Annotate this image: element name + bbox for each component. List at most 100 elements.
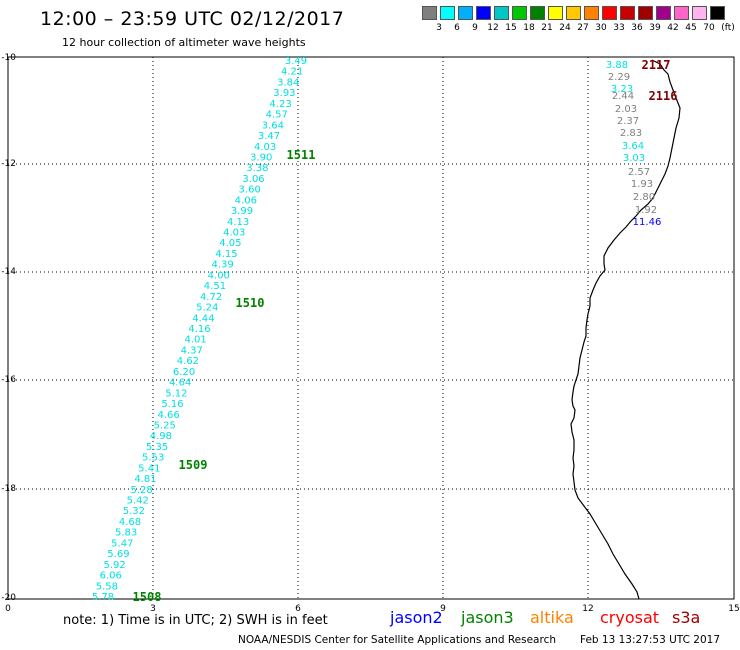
wave-height-value: 5.47 xyxy=(111,538,133,549)
legend-label: 12 xyxy=(487,23,499,33)
pass-time-label: 2117 xyxy=(642,58,671,72)
wave-height-value: 3.49 xyxy=(285,56,307,67)
legend-swatch xyxy=(530,6,545,20)
legend-swatch xyxy=(512,6,527,20)
pass-time-label: 1508 xyxy=(133,590,162,604)
wave-height-value: 5.28 xyxy=(130,485,152,496)
wave-height-value: 1.92 xyxy=(635,205,657,216)
wave-height-value: 4.13 xyxy=(227,217,249,228)
wave-height-value: 6.20 xyxy=(173,367,195,378)
wave-height-value: 4.68 xyxy=(119,517,141,528)
wave-height-value: 4.23 xyxy=(269,99,291,110)
wave-height-value: 2.80 xyxy=(633,192,655,203)
map-frame xyxy=(7,56,735,600)
wave-height-value: 4.64 xyxy=(169,378,191,389)
wave-height-value: 5.92 xyxy=(103,560,125,571)
wave-height-value: 4.21 xyxy=(281,67,303,78)
wave-height-value: 5.35 xyxy=(146,442,168,453)
satellite-label: cryosat xyxy=(600,608,660,627)
wave-height-value: 5.53 xyxy=(142,453,164,464)
wave-height-value: 5.69 xyxy=(107,549,129,560)
wave-height-value: 5.24 xyxy=(196,303,218,314)
legend-label: 33 xyxy=(613,23,625,33)
wave-height-value: 2.37 xyxy=(617,116,639,127)
legend-swatch xyxy=(620,6,635,20)
legend-unit: (ft) xyxy=(721,23,735,33)
legend-swatch xyxy=(656,6,671,20)
y-tick-label: -20 xyxy=(1,593,16,603)
coastline xyxy=(570,59,681,600)
wave-height-value: 4.62 xyxy=(177,356,199,367)
wave-height-value: 4.16 xyxy=(188,324,210,335)
legend-swatch xyxy=(602,6,617,20)
legend-label: 21 xyxy=(541,23,553,33)
wave-height-value: 3.90 xyxy=(250,152,272,163)
wave-height-value: 4.39 xyxy=(212,260,234,271)
altimeter-track-1: 3.494.213.843.934.234.573.643.474.033.90… xyxy=(92,56,307,603)
legend-swatch xyxy=(548,6,563,20)
wave-height-value: 3.88 xyxy=(606,60,628,71)
legend-swatch xyxy=(458,6,473,20)
pass-time-label: 1511 xyxy=(287,148,316,162)
legend-swatch xyxy=(440,6,455,20)
legend-swatch xyxy=(494,6,509,20)
wave-height-value: 5.42 xyxy=(127,496,149,507)
x-tick-label: 6 xyxy=(295,604,301,614)
wave-height-value: 2.83 xyxy=(620,128,642,139)
legend-label: 39 xyxy=(649,23,661,33)
wave-height-value: 3.23 xyxy=(611,84,633,95)
legend-label: 27 xyxy=(577,23,589,33)
legend-label: 24 xyxy=(559,23,571,33)
x-tick-label: 15 xyxy=(728,604,739,614)
legend-label: 18 xyxy=(523,23,535,33)
footer-timestamp: Feb 13 13:27:53 UTC 2017 xyxy=(580,634,720,646)
legend-label: 15 xyxy=(505,23,517,33)
legend-swatch xyxy=(566,6,581,20)
y-tick-label: -14 xyxy=(1,267,16,277)
legend-label: 42 xyxy=(667,23,679,33)
satellite-label: jason3 xyxy=(461,608,514,627)
footer-credit: NOAA/NESDIS Center for Satellite Applica… xyxy=(238,634,556,646)
wave-height-value: 5.83 xyxy=(115,528,137,539)
wave-height-value: 3.84 xyxy=(277,77,299,88)
legend-swatch xyxy=(710,6,725,20)
legend-swatch xyxy=(638,6,653,20)
axis-ticks: 0 3 6 9 12 15 -10 -12 -14 -16 -18 -20 xyxy=(1,53,739,614)
wave-height-value: 4.01 xyxy=(185,335,207,346)
x-tick-label: 0 xyxy=(5,604,11,614)
wave-height-value: 2.57 xyxy=(628,167,650,178)
legend-label: 30 xyxy=(595,23,607,33)
wave-height-value: 3.93 xyxy=(273,88,295,99)
wave-height-value: 5.25 xyxy=(154,420,176,431)
wave-height-value: 11.46 xyxy=(633,217,662,228)
legend-label: 70 xyxy=(703,23,715,33)
wave-height-value: 4.00 xyxy=(208,270,230,281)
pass-time-label: 1510 xyxy=(236,296,265,310)
x-tick-label: 3 xyxy=(150,604,156,614)
wave-height-value: 5.16 xyxy=(161,399,183,410)
pass-time-labels: 1511 1510 1509 1508 2117 2116 xyxy=(133,58,678,604)
wave-height-value: 4.03 xyxy=(254,142,276,153)
wave-height-value: 6.06 xyxy=(100,571,122,582)
wave-height-value: 4.57 xyxy=(266,110,288,121)
satellite-label: altika xyxy=(530,608,574,627)
legend-swatch xyxy=(584,6,599,20)
y-tick-label: -18 xyxy=(1,484,16,494)
legend-label: 45 xyxy=(685,23,697,33)
legend-label: 3 xyxy=(436,23,442,33)
y-tick-label: -16 xyxy=(1,375,16,385)
wave-height-value: 3.38 xyxy=(246,163,268,174)
wave-height-value: 4.51 xyxy=(204,281,226,292)
wave-height-value: 4.72 xyxy=(200,292,222,303)
pass-time-label: 1509 xyxy=(179,458,208,472)
legend-label: 6 xyxy=(454,23,460,33)
wave-height-value: 5.41 xyxy=(138,463,160,474)
wave-height-value: 4.03 xyxy=(223,228,245,239)
altimeter-track-2: 3.882.293.232.44 2.032.372.83 3.643.03 2.57… xyxy=(606,60,661,228)
wave-height-value: 4.81 xyxy=(134,474,156,485)
wave-height-value: 4.05 xyxy=(219,238,241,249)
satellite-label: jason2 xyxy=(390,608,443,627)
wave-height-value: 4.98 xyxy=(150,431,172,442)
wave-height-value: 5.78 xyxy=(92,592,114,603)
